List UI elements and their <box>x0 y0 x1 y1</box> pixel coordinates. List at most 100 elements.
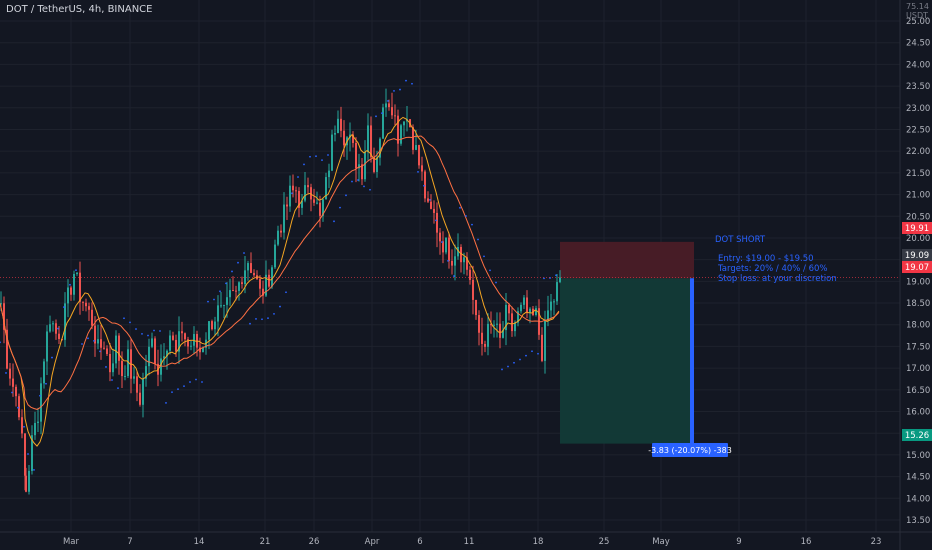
candle-body <box>559 277 561 283</box>
candle-body <box>343 130 345 146</box>
candle-body <box>355 142 357 169</box>
sar-dot <box>399 88 401 91</box>
sar-dot <box>183 385 185 388</box>
sar-dot <box>5 372 7 374</box>
sar-dot <box>357 179 359 181</box>
scale-label: 75.14 <box>906 2 929 11</box>
measure-background <box>652 443 728 457</box>
candle-body <box>0 303 2 305</box>
candle-body <box>133 376 135 379</box>
sar-dot <box>159 330 161 332</box>
candle-body <box>190 345 192 347</box>
candle-body <box>481 332 483 344</box>
sar-dot <box>327 154 329 156</box>
sar-dot <box>255 318 257 320</box>
candle-body <box>520 304 522 312</box>
sar-dot <box>507 365 509 368</box>
stop-price-tag <box>902 222 932 234</box>
sar-dot <box>51 356 53 359</box>
candle-body <box>394 115 396 117</box>
price-tick-label: 16.00 <box>906 408 930 418</box>
sar-dot <box>495 281 497 284</box>
candle-body <box>535 308 537 316</box>
candle-body <box>322 199 324 216</box>
sar-dot <box>441 241 443 243</box>
candle-body <box>280 230 282 233</box>
price-tick-label: 22.50 <box>906 125 930 135</box>
candle-body <box>244 270 246 285</box>
candle-body <box>76 272 78 275</box>
measure-box[interactable]: -3.83 (-20.07%) -383 <box>648 443 732 457</box>
price-axis[interactable]: 13.5014.0014.5015.0015.5016.0016.5017.00… <box>899 0 930 550</box>
candle-body <box>385 103 387 108</box>
candle-body <box>28 470 30 492</box>
candle-body <box>46 331 48 362</box>
candle-body <box>253 272 255 276</box>
candle-body <box>430 201 432 209</box>
sar-dot <box>93 340 95 342</box>
price-tick-label: 24.50 <box>906 39 930 49</box>
candle-body <box>289 185 291 207</box>
note-targets: Targets: 20% / 40% / 60% <box>717 264 828 274</box>
sar-dot <box>237 261 239 264</box>
candle-body <box>454 256 456 266</box>
candle-body <box>478 315 480 333</box>
symbol-title[interactable]: DOT / TetherUS, 4h, BINANCE <box>6 4 153 15</box>
candle-body <box>232 290 234 292</box>
candle-body <box>169 335 171 351</box>
candle-body <box>91 309 93 326</box>
candle-body <box>460 246 462 263</box>
sar-dot <box>231 270 233 273</box>
candle-body <box>286 204 288 207</box>
sar-dot <box>81 343 83 345</box>
candle-body <box>304 185 306 201</box>
candle-body <box>310 187 312 200</box>
candle-body <box>361 164 363 180</box>
candle-body <box>9 368 11 379</box>
candle-body <box>439 232 441 242</box>
candle-body <box>193 334 195 346</box>
candle-body <box>301 200 303 208</box>
take-profit-zone[interactable] <box>560 278 694 444</box>
candle-body <box>118 335 120 361</box>
sar-dot <box>519 358 521 361</box>
candle-body <box>271 267 273 287</box>
sar-dot <box>531 350 533 353</box>
candle-body <box>214 321 216 330</box>
candle-body <box>418 145 420 166</box>
target-price-label: 15.26 <box>905 431 929 441</box>
candle-body <box>25 475 27 492</box>
candle-body <box>175 339 177 352</box>
moving-averages <box>0 116 560 447</box>
price-tick-label: 23.00 <box>906 104 930 114</box>
candle-body <box>3 303 5 330</box>
candle-body <box>358 164 360 169</box>
price-tick-label: 13.50 <box>906 516 930 526</box>
sar-dot <box>177 388 179 391</box>
sar-dot <box>543 277 545 280</box>
candle-body <box>373 157 375 172</box>
sar-dot <box>393 90 395 92</box>
candle-body <box>21 417 23 434</box>
candlestick-series <box>0 88 561 495</box>
candle-body <box>436 212 438 233</box>
time-axis[interactable]: Mar 7 14 21 26 Apr 6 11 18 25 May 9 16 23 <box>0 531 932 547</box>
candle-body <box>166 350 168 357</box>
candle-body <box>82 301 84 303</box>
candle-body <box>496 323 498 325</box>
candle-body <box>103 347 105 349</box>
sar-dot <box>213 298 215 301</box>
sar-dot <box>189 381 191 383</box>
candle-body <box>163 356 165 359</box>
sar-dot <box>417 170 419 173</box>
candle-body <box>295 190 297 192</box>
candle-body <box>427 198 429 202</box>
position-zones <box>560 241 694 444</box>
candle-body <box>67 287 69 304</box>
candle-body <box>49 324 51 332</box>
candle-body <box>154 338 156 364</box>
candle-body <box>202 347 204 353</box>
stop-loss-zone[interactable] <box>560 241 694 279</box>
target-price-tag <box>902 429 932 441</box>
